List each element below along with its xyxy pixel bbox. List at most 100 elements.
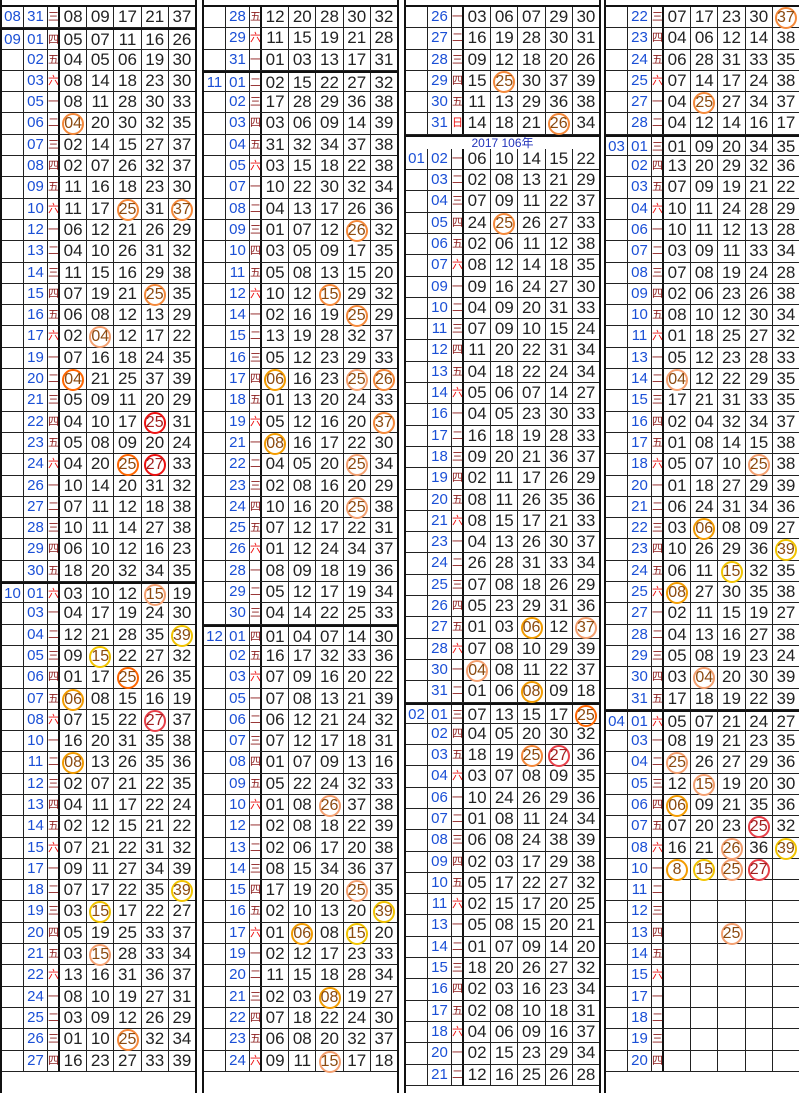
number-cell: 15 [114, 688, 142, 709]
number-cell: 31 [546, 297, 573, 319]
highlighted-number-cell: 39 [169, 880, 195, 903]
number-cell: 05 [262, 773, 290, 794]
number-cell: 33 [576, 212, 596, 232]
number-cell: 34 [576, 808, 596, 828]
number-cell: 16 [664, 837, 692, 858]
number-cell: 33 [776, 347, 796, 367]
number-circle: 15 [720, 560, 743, 583]
number-cell: 38 [776, 283, 796, 303]
number-cell: 03 [60, 1007, 88, 1029]
number-cell: 35 [576, 255, 596, 275]
month-cell [204, 369, 226, 390]
number-cell: 17 [87, 667, 115, 688]
number-cell: 05 [664, 454, 692, 475]
day-cell: 18 [628, 1007, 652, 1029]
number-cell: 12 [60, 624, 88, 645]
number-cell: 07 [664, 262, 692, 283]
number-cell: 16 [60, 731, 88, 752]
number-cell: 32 [576, 958, 596, 978]
number-cell: 26 [142, 667, 169, 688]
number-cell: 36 [374, 645, 394, 665]
day-cell: 14 [428, 936, 452, 958]
draw-row: 05 六 03 15 18 22 38 [204, 156, 397, 178]
number-cell: 20 [316, 1029, 344, 1050]
number-cell: 11 [87, 794, 115, 816]
month-cell [2, 411, 24, 432]
number-cell: 16 [316, 667, 344, 688]
number-cell: 12 [691, 347, 719, 369]
number-cell: 11 [60, 198, 88, 219]
number-cell: 18 [142, 496, 169, 518]
month-cell [606, 603, 628, 624]
draw-row: 29 六 11 15 19 21 28 [204, 28, 397, 50]
number-cell: 02 [664, 411, 692, 432]
draw-row: 19 四 02 11 17 26 29 [406, 468, 599, 490]
number-cell [773, 1008, 799, 1028]
highlighted-number-cell: 15 [316, 283, 344, 306]
day-cell: 28 [628, 624, 652, 645]
number-cell: 27 [718, 475, 746, 496]
number-cell: 02 [464, 1000, 492, 1021]
number-circle: 25 [747, 454, 770, 477]
weekday-cell: 一 [652, 475, 664, 496]
day-cell: 14 [628, 944, 652, 965]
number-cell: 18 [114, 70, 142, 92]
month-cell [606, 496, 628, 518]
number-cell: 20 [344, 667, 371, 688]
draw-row: 15 四 17 19 20 25 35 [204, 880, 397, 903]
number-cell: 11 [289, 1050, 317, 1071]
draw-row: 15 六 07 21 22 31 32 [2, 837, 195, 859]
day-cell: 06 [628, 794, 652, 816]
number-cell: 24 [691, 496, 719, 518]
number-cell: 05 [262, 347, 290, 369]
number-cell: 39 [576, 638, 596, 658]
draw-row: 02 01 三 07 13 15 17 25 [406, 702, 599, 727]
day-cell: 31 [226, 49, 250, 70]
number-cell: 20 [344, 837, 371, 858]
number-cell: 35 [576, 766, 596, 786]
month-cell [2, 454, 24, 475]
highlighted-number-cell: 25 [142, 283, 169, 306]
month-cell [2, 92, 24, 113]
weekday-cell: 五 [250, 773, 262, 794]
number-cell: 38 [776, 582, 796, 602]
day-cell: 17 [24, 326, 48, 347]
number-cell: 12 [691, 369, 719, 390]
draw-row: 13 四 04 11 17 22 24 [2, 794, 195, 817]
number-cell: 17 [546, 704, 573, 724]
number-cell: 28 [344, 965, 371, 986]
number-cell: 29 [316, 92, 344, 113]
number-cell: 15 [464, 70, 492, 92]
number-cell: 07 [691, 711, 719, 731]
weekday-cell: 四 [452, 340, 464, 361]
number-cell: 12 [464, 1064, 492, 1085]
draw-row: 04 六 10 11 24 28 29 [606, 198, 799, 220]
weekday-cell: 一 [250, 560, 262, 582]
day-cell: 30 [428, 659, 452, 681]
day-cell: 15 [628, 965, 652, 986]
number-cell: 35 [776, 136, 796, 156]
number-cell: 19 [491, 745, 519, 766]
weekday-cell: 五 [652, 49, 664, 70]
draw-row: 25 六 08 27 30 35 38 [606, 582, 799, 605]
number-cell: 06 [114, 49, 142, 70]
month-cell [2, 922, 24, 944]
number-cell: 35 [776, 49, 796, 69]
number-cell: 34 [576, 553, 596, 573]
day-cell: 03 [428, 170, 452, 191]
weekday-cell: 二 [250, 965, 262, 986]
number-cell: 07 [691, 454, 719, 475]
number-cell: 20 [87, 454, 115, 475]
column-header [606, 0, 799, 7]
number-cell: 32 [172, 837, 192, 857]
number-cell: 29 [344, 283, 371, 305]
day-cell: 08 [628, 837, 652, 858]
month-cell [406, 113, 428, 134]
number-cell: 28 [491, 553, 519, 574]
number-circle: 15 [693, 858, 716, 881]
weekday-cell: 六 [48, 584, 60, 603]
number-cell: 08 [491, 170, 519, 191]
number-cell: 30 [344, 7, 371, 28]
number-cell: 23 [87, 1050, 115, 1071]
number-cell: 10 [60, 518, 88, 539]
